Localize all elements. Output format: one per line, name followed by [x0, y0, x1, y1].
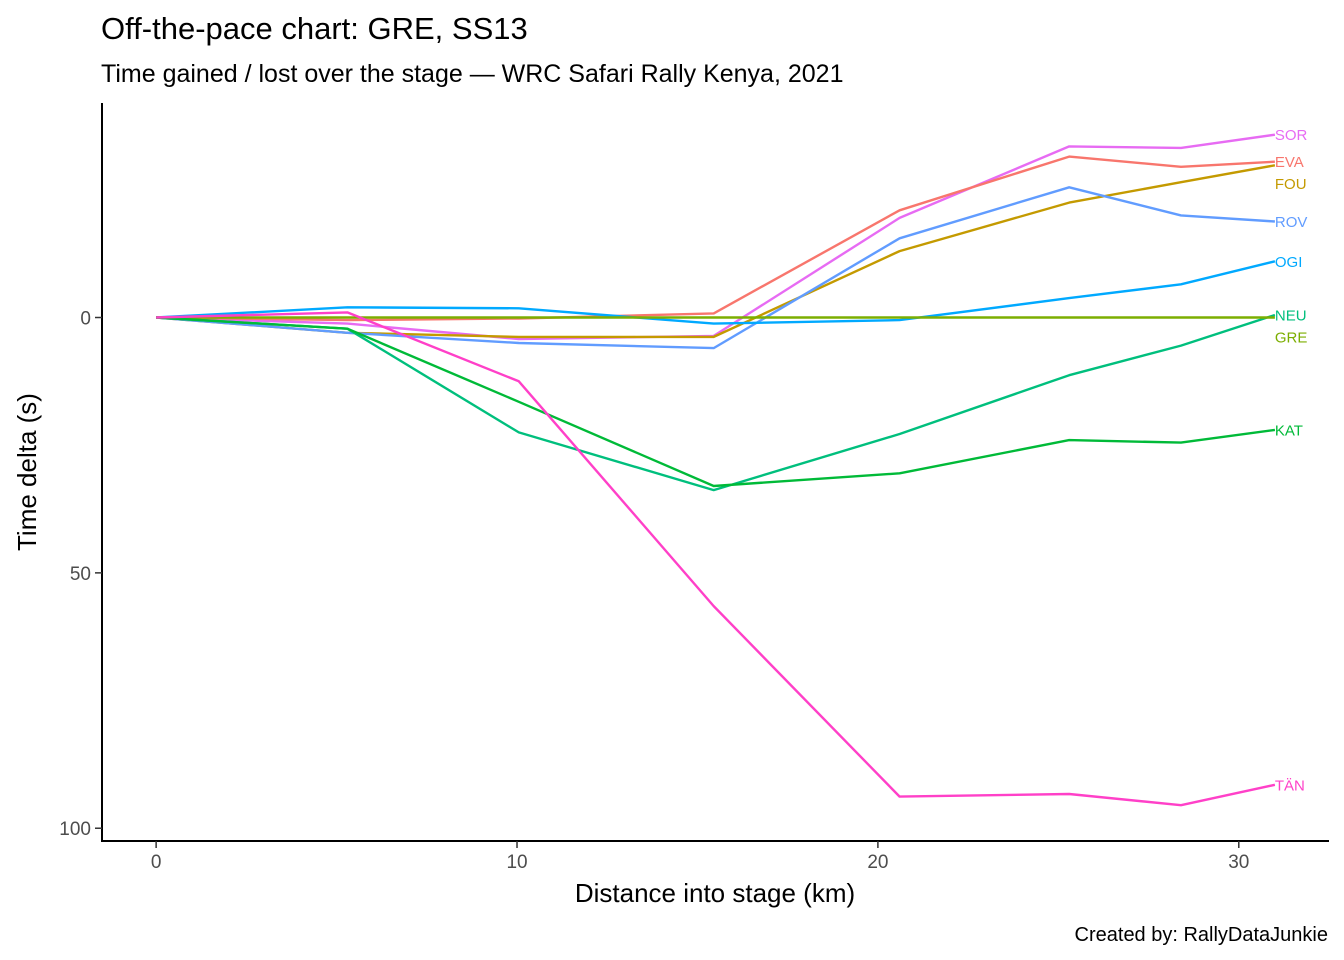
series-end-label-gre: GRE [1275, 329, 1308, 346]
series-line-kat [156, 316, 1276, 488]
series-line-sor [156, 133, 1276, 341]
series-end-label-ogi: OGI [1275, 254, 1303, 271]
chart-subtitle: Time gained / lost over the stage — WRC … [101, 60, 843, 88]
end-labels: SOR EVA FOU ROV OGI NEU GRE KAT TÄN [1275, 127, 1308, 794]
series-end-label-t-n: TÄN [1275, 777, 1305, 794]
y-tick-label: 100 [59, 819, 91, 840]
series-end-label-neu: NEU [1275, 307, 1307, 324]
series-line-rov [156, 186, 1275, 350]
y-tick-label: 50 [70, 564, 91, 585]
x-tick-label: 0 [151, 852, 162, 873]
y-axis-ticks: 0 50 100 [59, 309, 102, 840]
chart-caption: Created by: RallyDataJunkie [1075, 924, 1328, 946]
series-line-neu [156, 313, 1276, 492]
series-end-label-eva: EVA [1275, 154, 1304, 171]
chart-title: Off-the-pace chart: GRE, SS13 [101, 11, 528, 46]
series-line-t-n [156, 311, 1276, 807]
series-end-label-kat: KAT [1275, 422, 1303, 439]
x-axis-ticks: 0 10 20 30 [151, 841, 1249, 873]
series-end-label-fou: FOU [1275, 176, 1307, 193]
x-tick-label: 10 [506, 852, 527, 873]
series-line-eva [156, 155, 1275, 322]
y-tick-label: 0 [80, 309, 91, 330]
series-end-label-sor: SOR [1275, 127, 1308, 144]
series-line-ogi [156, 260, 1276, 325]
series-layer [156, 133, 1276, 807]
series-end-label-rov: ROV [1275, 214, 1308, 231]
y-axis-title: Time delta (s) [12, 393, 42, 551]
x-tick-label: 20 [867, 852, 888, 873]
x-axis-title: Distance into stage (km) [575, 878, 855, 908]
x-tick-label: 30 [1228, 852, 1249, 873]
